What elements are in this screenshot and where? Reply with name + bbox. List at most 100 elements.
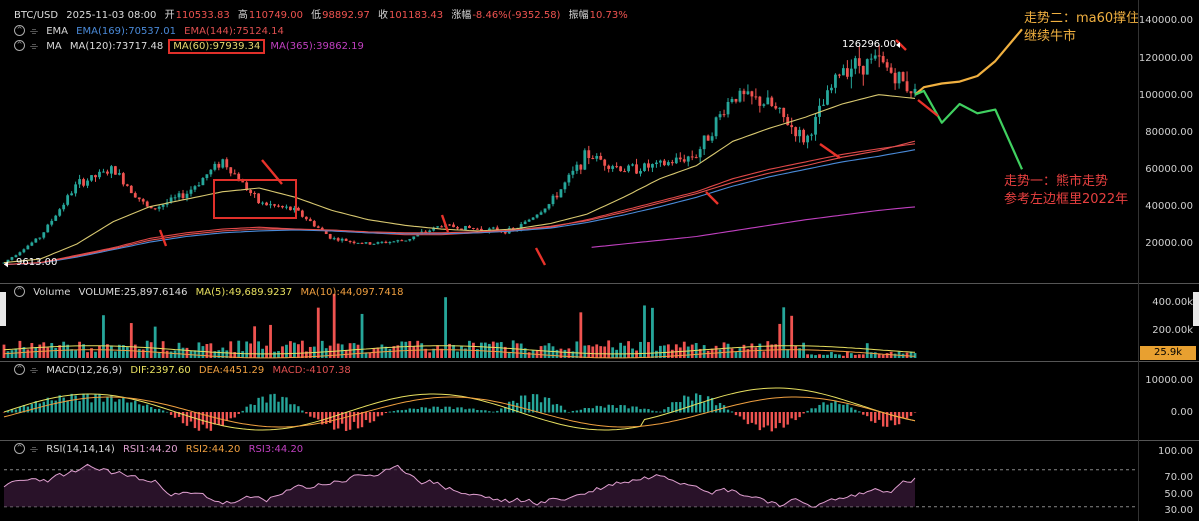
candle-up — [376, 242, 380, 244]
volume-bar-up — [786, 349, 790, 358]
price-tick: 100000.00 — [1138, 90, 1193, 101]
volume-bar-up — [738, 348, 742, 358]
volume-bar-down — [698, 348, 702, 358]
bell-icon[interactable]: ⌯ — [30, 364, 38, 376]
macd-bar-down — [742, 412, 746, 420]
volume-bar-down — [591, 346, 595, 358]
macd-bar-down — [754, 412, 758, 425]
collapse-icon[interactable]: ^ — [14, 286, 25, 297]
volume-bar-down — [332, 293, 336, 358]
macd-bar-up — [34, 401, 38, 413]
macd-bar-down — [762, 412, 766, 428]
macd-bar-up — [432, 406, 435, 413]
candle-down — [774, 106, 778, 109]
collapse-icon[interactable]: ^ — [14, 40, 25, 51]
macd-bar-up — [830, 402, 833, 413]
macd-bar-up — [50, 400, 53, 413]
candle-down — [273, 204, 276, 206]
volume-bar-down — [229, 341, 233, 358]
macd-bar-up — [858, 411, 861, 413]
candle-down — [877, 55, 881, 57]
candle-up — [810, 134, 813, 136]
volume-row[interactable]: ^ Volume VOLUME:25,897.6146 MA(5):49,689… — [14, 286, 408, 299]
collapse-icon[interactable]: ^ — [14, 364, 25, 375]
volume-bar-up — [893, 353, 897, 358]
volume-bar-up — [495, 342, 499, 358]
macd-bar-up — [265, 402, 268, 413]
macd-bar-down — [237, 412, 240, 414]
bear-scenario-line1: 走势一：熊市走势 — [1004, 174, 1109, 189]
candle-up — [209, 169, 213, 175]
candle-down — [619, 166, 623, 172]
candle-down — [893, 72, 897, 84]
candle-down — [758, 96, 762, 106]
candle-down — [734, 99, 738, 102]
candle-up — [841, 68, 845, 76]
bell-icon[interactable]: ⌯ — [30, 40, 38, 52]
volume-bar-down — [778, 323, 782, 358]
macd-bar-up — [663, 409, 666, 413]
macd-bar-up — [6, 410, 10, 413]
candle-down — [233, 173, 237, 175]
candle-down — [257, 193, 261, 204]
macd-bar-down — [209, 412, 213, 431]
candle-down — [909, 91, 913, 94]
macd-bar-up — [607, 404, 610, 413]
volume-bar-up — [70, 349, 74, 358]
ma-row[interactable]: ^ ⌯ MA MA(120):73717.48 MA(60):97939.34 MA(… — [14, 38, 369, 54]
open-label: 开 — [164, 10, 175, 21]
macd-bar-down — [181, 412, 185, 424]
bell-icon[interactable]: ⌯ — [30, 25, 38, 37]
macd-bar-down — [309, 412, 312, 417]
candle-down — [440, 226, 443, 228]
volume-bar-down — [300, 340, 304, 358]
left-scroll-handle[interactable] — [0, 292, 6, 326]
candle-down — [591, 158, 595, 160]
volume-bar-up — [511, 340, 515, 358]
candle-up — [285, 206, 288, 208]
volume-bar-up — [456, 351, 459, 358]
candle-up — [193, 186, 197, 190]
ema-row[interactable]: ^ ⌯ EMA EMA(169):70537.01 EMA(144):75124.… — [14, 25, 289, 38]
right-scroll-handle[interactable] — [1193, 292, 1199, 326]
candle-up — [826, 90, 829, 105]
volume-bar-up — [285, 344, 288, 358]
pane-divider[interactable] — [0, 361, 1199, 362]
macd-bar-up — [297, 406, 300, 413]
macd-bar-down — [213, 412, 217, 425]
candle-up — [6, 259, 10, 263]
macd-bar-up — [702, 402, 706, 413]
volume-bar-up — [157, 352, 161, 358]
volume-bar-down — [599, 346, 603, 358]
macd-bar-up — [161, 410, 165, 413]
candle-down — [141, 199, 145, 202]
macd-bar-up — [730, 411, 734, 413]
volume-bar-up — [6, 351, 10, 358]
macd-bar-up — [74, 395, 77, 413]
candle-up — [54, 215, 58, 221]
macd-bar-down — [897, 412, 901, 425]
volume-bar-down — [857, 354, 861, 358]
amplitude-value: 10.73% — [589, 10, 628, 21]
volume-bar-down — [587, 345, 591, 358]
collapse-icon[interactable]: ^ — [14, 25, 25, 36]
bell-icon[interactable]: ⌯ — [30, 443, 38, 455]
pane-divider[interactable] — [0, 440, 1199, 441]
candle-down — [82, 179, 85, 186]
macd-bar-down — [746, 412, 750, 425]
red-arrow — [819, 143, 841, 159]
volume-bar-up — [193, 350, 197, 358]
macd-bar-up — [722, 405, 726, 413]
candle-down — [237, 173, 241, 182]
candle-up — [571, 170, 575, 175]
macd-bar-down — [197, 412, 201, 431]
red-arrow — [261, 159, 283, 185]
pane-divider[interactable] — [0, 283, 1199, 284]
volume-bar-up — [380, 344, 384, 358]
macd-row[interactable]: ^ ⌯ MACD(12,26,9) DIF:2397.60 DEA:4451.29… — [14, 364, 356, 377]
rsi-row[interactable]: ^ ⌯ RSI(14,14,14) RSI1:44.20 RSI2:44.20 R… — [14, 443, 308, 456]
collapse-icon[interactable]: ^ — [14, 443, 25, 454]
volume-bar-up — [213, 351, 217, 358]
macd-bar-down — [885, 412, 889, 427]
